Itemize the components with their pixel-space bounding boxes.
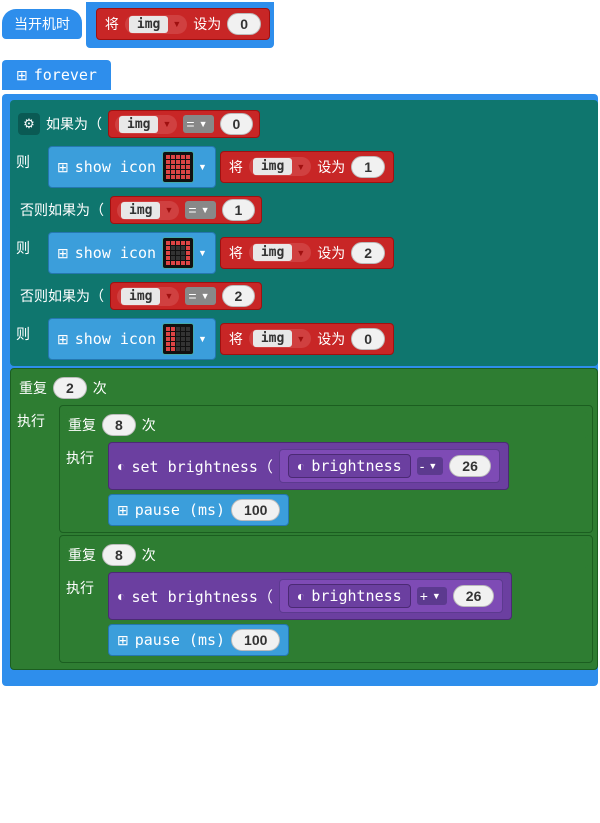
grid-icon: ⊞ xyxy=(57,331,69,348)
forever-block[interactable]: ⊞ forever xyxy=(2,60,111,90)
on-start-hat[interactable]: 当开机时 xyxy=(2,9,82,39)
on-start-label: 当开机时 xyxy=(14,16,70,32)
compare-block[interactable]: img▼ =▼ 0 xyxy=(108,110,260,138)
then-label: 则 xyxy=(16,316,46,344)
var-dropdown[interactable]: img▼ xyxy=(117,287,179,306)
op-dropdown[interactable]: -▼ xyxy=(417,457,444,475)
op-dropdown[interactable]: =▼ xyxy=(185,201,215,219)
value-input[interactable]: 26 xyxy=(449,455,491,477)
math-block[interactable]: ◐ brightness +▼ 26 xyxy=(279,579,503,613)
value-input[interactable]: 1 xyxy=(222,199,256,221)
icon-dropdown[interactable]: ▼ xyxy=(162,151,207,183)
op-dropdown[interactable]: =▼ xyxy=(183,115,213,133)
show-icon-block[interactable]: ⊞ show icon ▼ xyxy=(48,232,216,274)
value-input[interactable]: 0 xyxy=(351,328,385,350)
do-label: 执行 xyxy=(66,440,106,468)
set-var-block[interactable]: 将 img▼ 设为 2 xyxy=(220,237,394,269)
elseif-block[interactable]: 否则如果为（ img▼ =▼ 1 xyxy=(16,192,594,228)
value-input[interactable]: 0 xyxy=(220,113,254,135)
then-label: 则 xyxy=(16,144,46,172)
value-input[interactable]: 2 xyxy=(222,285,256,307)
value-input[interactable]: 8 xyxy=(102,414,136,436)
pause-block[interactable]: ⊞ pause (ms) 100 xyxy=(108,494,289,526)
set-var-block[interactable]: 将 img▼ 设为 0 xyxy=(220,323,394,355)
math-block[interactable]: ◐ brightness -▼ 26 xyxy=(279,449,500,483)
pause-block[interactable]: ⊞ pause (ms) 100 xyxy=(108,624,289,656)
led-icon xyxy=(162,237,194,269)
value-input[interactable]: 100 xyxy=(231,499,280,521)
set-var-block[interactable]: 将 img▼ 设为 1 xyxy=(220,151,394,183)
grid-icon: ⊞ xyxy=(117,632,129,649)
brightness-reporter[interactable]: ◐ brightness xyxy=(288,584,411,608)
grid-icon: ⊞ xyxy=(16,67,28,84)
value-input[interactable]: 2 xyxy=(53,377,87,399)
led-icon xyxy=(162,323,194,355)
icon-dropdown[interactable]: ▼ xyxy=(162,323,207,355)
repeat-block[interactable]: 重复 8 次 xyxy=(66,412,588,438)
op-dropdown[interactable]: =▼ xyxy=(185,287,215,305)
grid-icon: ⊞ xyxy=(117,502,129,519)
do-label: 执行 xyxy=(66,570,106,598)
gear-icon[interactable]: ⚙ xyxy=(18,113,40,135)
set-brightness-block[interactable]: ◐ set brightness（ ◐ brightness +▼ 26 xyxy=(108,572,512,620)
value-input[interactable]: 1 xyxy=(351,156,385,178)
repeat-block[interactable]: 重复 2 次 xyxy=(17,375,593,401)
elseif-block[interactable]: 否则如果为（ img▼ =▼ 2 xyxy=(16,278,594,314)
if-block[interactable]: ⚙ 如果为（ img▼ =▼ 0 xyxy=(16,106,594,142)
brightness-reporter[interactable]: ◐ brightness xyxy=(288,454,411,478)
var-dropdown[interactable]: img▼ xyxy=(249,243,311,262)
grid-icon: ⊞ xyxy=(57,245,69,262)
icon-dropdown[interactable]: ▼ xyxy=(162,237,207,269)
led-icon-small: ◐ xyxy=(117,588,125,604)
do-label: 执行 xyxy=(17,403,57,431)
op-dropdown[interactable]: +▼ xyxy=(417,587,447,605)
forever-label: forever xyxy=(34,66,97,84)
show-icon-block[interactable]: ⊞ show icon ▼ xyxy=(48,146,216,188)
compare-block[interactable]: img▼ =▼ 2 xyxy=(110,282,262,310)
value-input[interactable]: 100 xyxy=(231,629,280,651)
led-icon xyxy=(162,151,194,183)
var-dropdown[interactable]: img▼ xyxy=(117,201,179,220)
var-dropdown[interactable]: img▼ xyxy=(249,329,311,348)
set-var-block[interactable]: 将 img▼ 设为 0 xyxy=(96,8,270,40)
then-label: 则 xyxy=(16,230,46,258)
var-dropdown[interactable]: img▼ xyxy=(115,115,177,134)
compare-block[interactable]: img▼ =▼ 1 xyxy=(110,196,262,224)
led-icon-small: ◐ xyxy=(117,458,125,474)
grid-icon: ⊞ xyxy=(57,159,69,176)
var-dropdown[interactable]: img▼ xyxy=(249,157,311,176)
var-dropdown[interactable]: img▼ xyxy=(125,15,187,34)
value-input[interactable]: 8 xyxy=(102,544,136,566)
value-input[interactable]: 26 xyxy=(453,585,495,607)
value-input[interactable]: 2 xyxy=(351,242,385,264)
value-input[interactable]: 0 xyxy=(227,13,261,35)
repeat-block[interactable]: 重复 8 次 xyxy=(66,542,588,568)
show-icon-block[interactable]: ⊞ show icon ▼ xyxy=(48,318,216,360)
set-brightness-block[interactable]: ◐ set brightness（ ◐ brightness -▼ 26 xyxy=(108,442,509,490)
